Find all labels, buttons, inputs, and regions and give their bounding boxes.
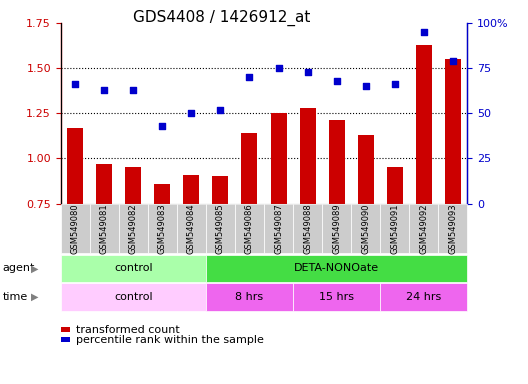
Point	[333, 78, 341, 84]
Point	[449, 58, 457, 64]
Text: GSM549084: GSM549084	[187, 203, 196, 254]
Text: 8 hrs: 8 hrs	[235, 292, 263, 302]
Bar	[212, 177, 229, 204]
Point	[245, 74, 254, 80]
Text: DETA-NONOate: DETA-NONOate	[294, 263, 379, 273]
Text: control: control	[114, 263, 153, 273]
Point	[100, 87, 109, 93]
Point	[303, 69, 312, 75]
Text: transformed count: transformed count	[76, 325, 179, 335]
Bar	[183, 175, 200, 204]
Text: GSM549080: GSM549080	[71, 203, 80, 254]
Text: control: control	[114, 292, 153, 302]
Point	[158, 123, 167, 129]
Bar	[270, 113, 287, 204]
Text: GSM549086: GSM549086	[245, 203, 254, 254]
Point	[71, 81, 80, 88]
Point	[391, 81, 399, 88]
Text: GSM549092: GSM549092	[419, 203, 428, 254]
Text: GSM549085: GSM549085	[216, 203, 225, 254]
Point	[420, 29, 428, 35]
Bar	[67, 128, 83, 204]
Text: agent: agent	[3, 263, 35, 273]
Bar	[299, 108, 316, 204]
Text: GSM549083: GSM549083	[158, 203, 167, 254]
Bar	[154, 184, 171, 204]
Text: 15 hrs: 15 hrs	[319, 292, 354, 302]
Text: ▶: ▶	[31, 292, 38, 302]
Bar	[386, 167, 403, 204]
Text: GSM549093: GSM549093	[448, 203, 457, 254]
Text: GDS4408 / 1426912_at: GDS4408 / 1426912_at	[133, 10, 310, 26]
Text: 24 hrs: 24 hrs	[406, 292, 441, 302]
Point	[361, 83, 370, 89]
Bar	[125, 167, 142, 204]
Text: GSM549088: GSM549088	[303, 203, 312, 254]
Text: GSM549091: GSM549091	[390, 203, 399, 254]
Point	[216, 107, 225, 113]
Text: ▶: ▶	[31, 263, 38, 273]
Text: GSM549087: GSM549087	[274, 203, 283, 254]
Point	[129, 87, 138, 93]
Point	[187, 110, 196, 116]
Bar	[416, 45, 432, 204]
Text: GSM549081: GSM549081	[100, 203, 109, 254]
Point	[275, 65, 283, 71]
Text: GSM549082: GSM549082	[129, 203, 138, 254]
Text: percentile rank within the sample: percentile rank within the sample	[76, 335, 263, 345]
Bar	[241, 133, 258, 204]
Bar	[357, 135, 374, 204]
Bar	[445, 59, 461, 204]
Text: time: time	[3, 292, 28, 302]
Text: GSM549090: GSM549090	[361, 203, 370, 254]
Bar	[96, 164, 112, 204]
Bar	[328, 121, 345, 204]
Text: GSM549089: GSM549089	[332, 203, 341, 254]
